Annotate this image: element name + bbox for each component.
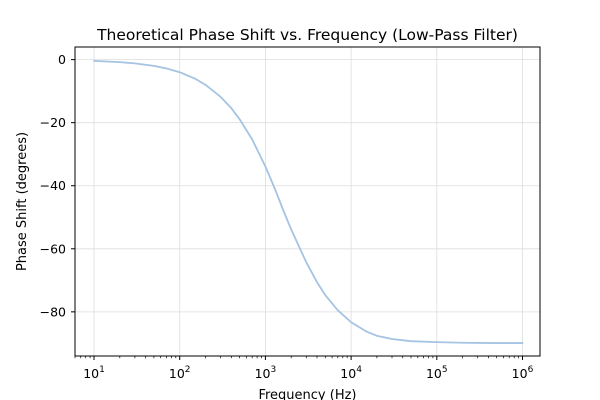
y-axis-title: Phase Shift (degrees) [15, 132, 30, 271]
y-tick-label: −20 [40, 115, 66, 130]
chart-title: Theoretical Phase Shift vs. Frequency (L… [96, 26, 518, 44]
x-tick-label: 104 [340, 365, 362, 381]
x-tick-exponent: 1 [99, 365, 105, 375]
y-tick-label: −60 [40, 241, 66, 256]
x-tick-label: 102 [169, 365, 191, 381]
x-tick-exponent: 2 [185, 365, 191, 375]
y-tick-label: 0 [58, 52, 66, 67]
x-tick-base: 10 [255, 366, 271, 381]
x-tick-label: 105 [426, 365, 448, 381]
plot-frame [74, 46, 541, 357]
x-tick-exponent: 3 [270, 365, 276, 375]
x-tick-base: 10 [169, 366, 185, 381]
x-tick-label: 101 [83, 365, 105, 381]
x-tick-base: 10 [83, 366, 99, 381]
grid [75, 47, 540, 356]
x-axis-title: Frequency (Hz) [258, 388, 356, 400]
x-tick-exponent: 4 [356, 365, 362, 375]
series-layer [93, 59, 524, 344]
y-tick-label: −80 [40, 304, 66, 319]
x-tick-base: 10 [512, 366, 528, 381]
x-tick-exponent: 5 [442, 365, 448, 375]
x-tick-label: 106 [512, 365, 534, 381]
x-tick-label: 103 [255, 365, 277, 381]
x-tick-base: 10 [340, 366, 356, 381]
y-tick-label: −40 [40, 178, 66, 193]
x-tick-exponent: 6 [528, 365, 534, 375]
series-line [93, 59, 524, 344]
x-tick-base: 10 [426, 366, 442, 381]
